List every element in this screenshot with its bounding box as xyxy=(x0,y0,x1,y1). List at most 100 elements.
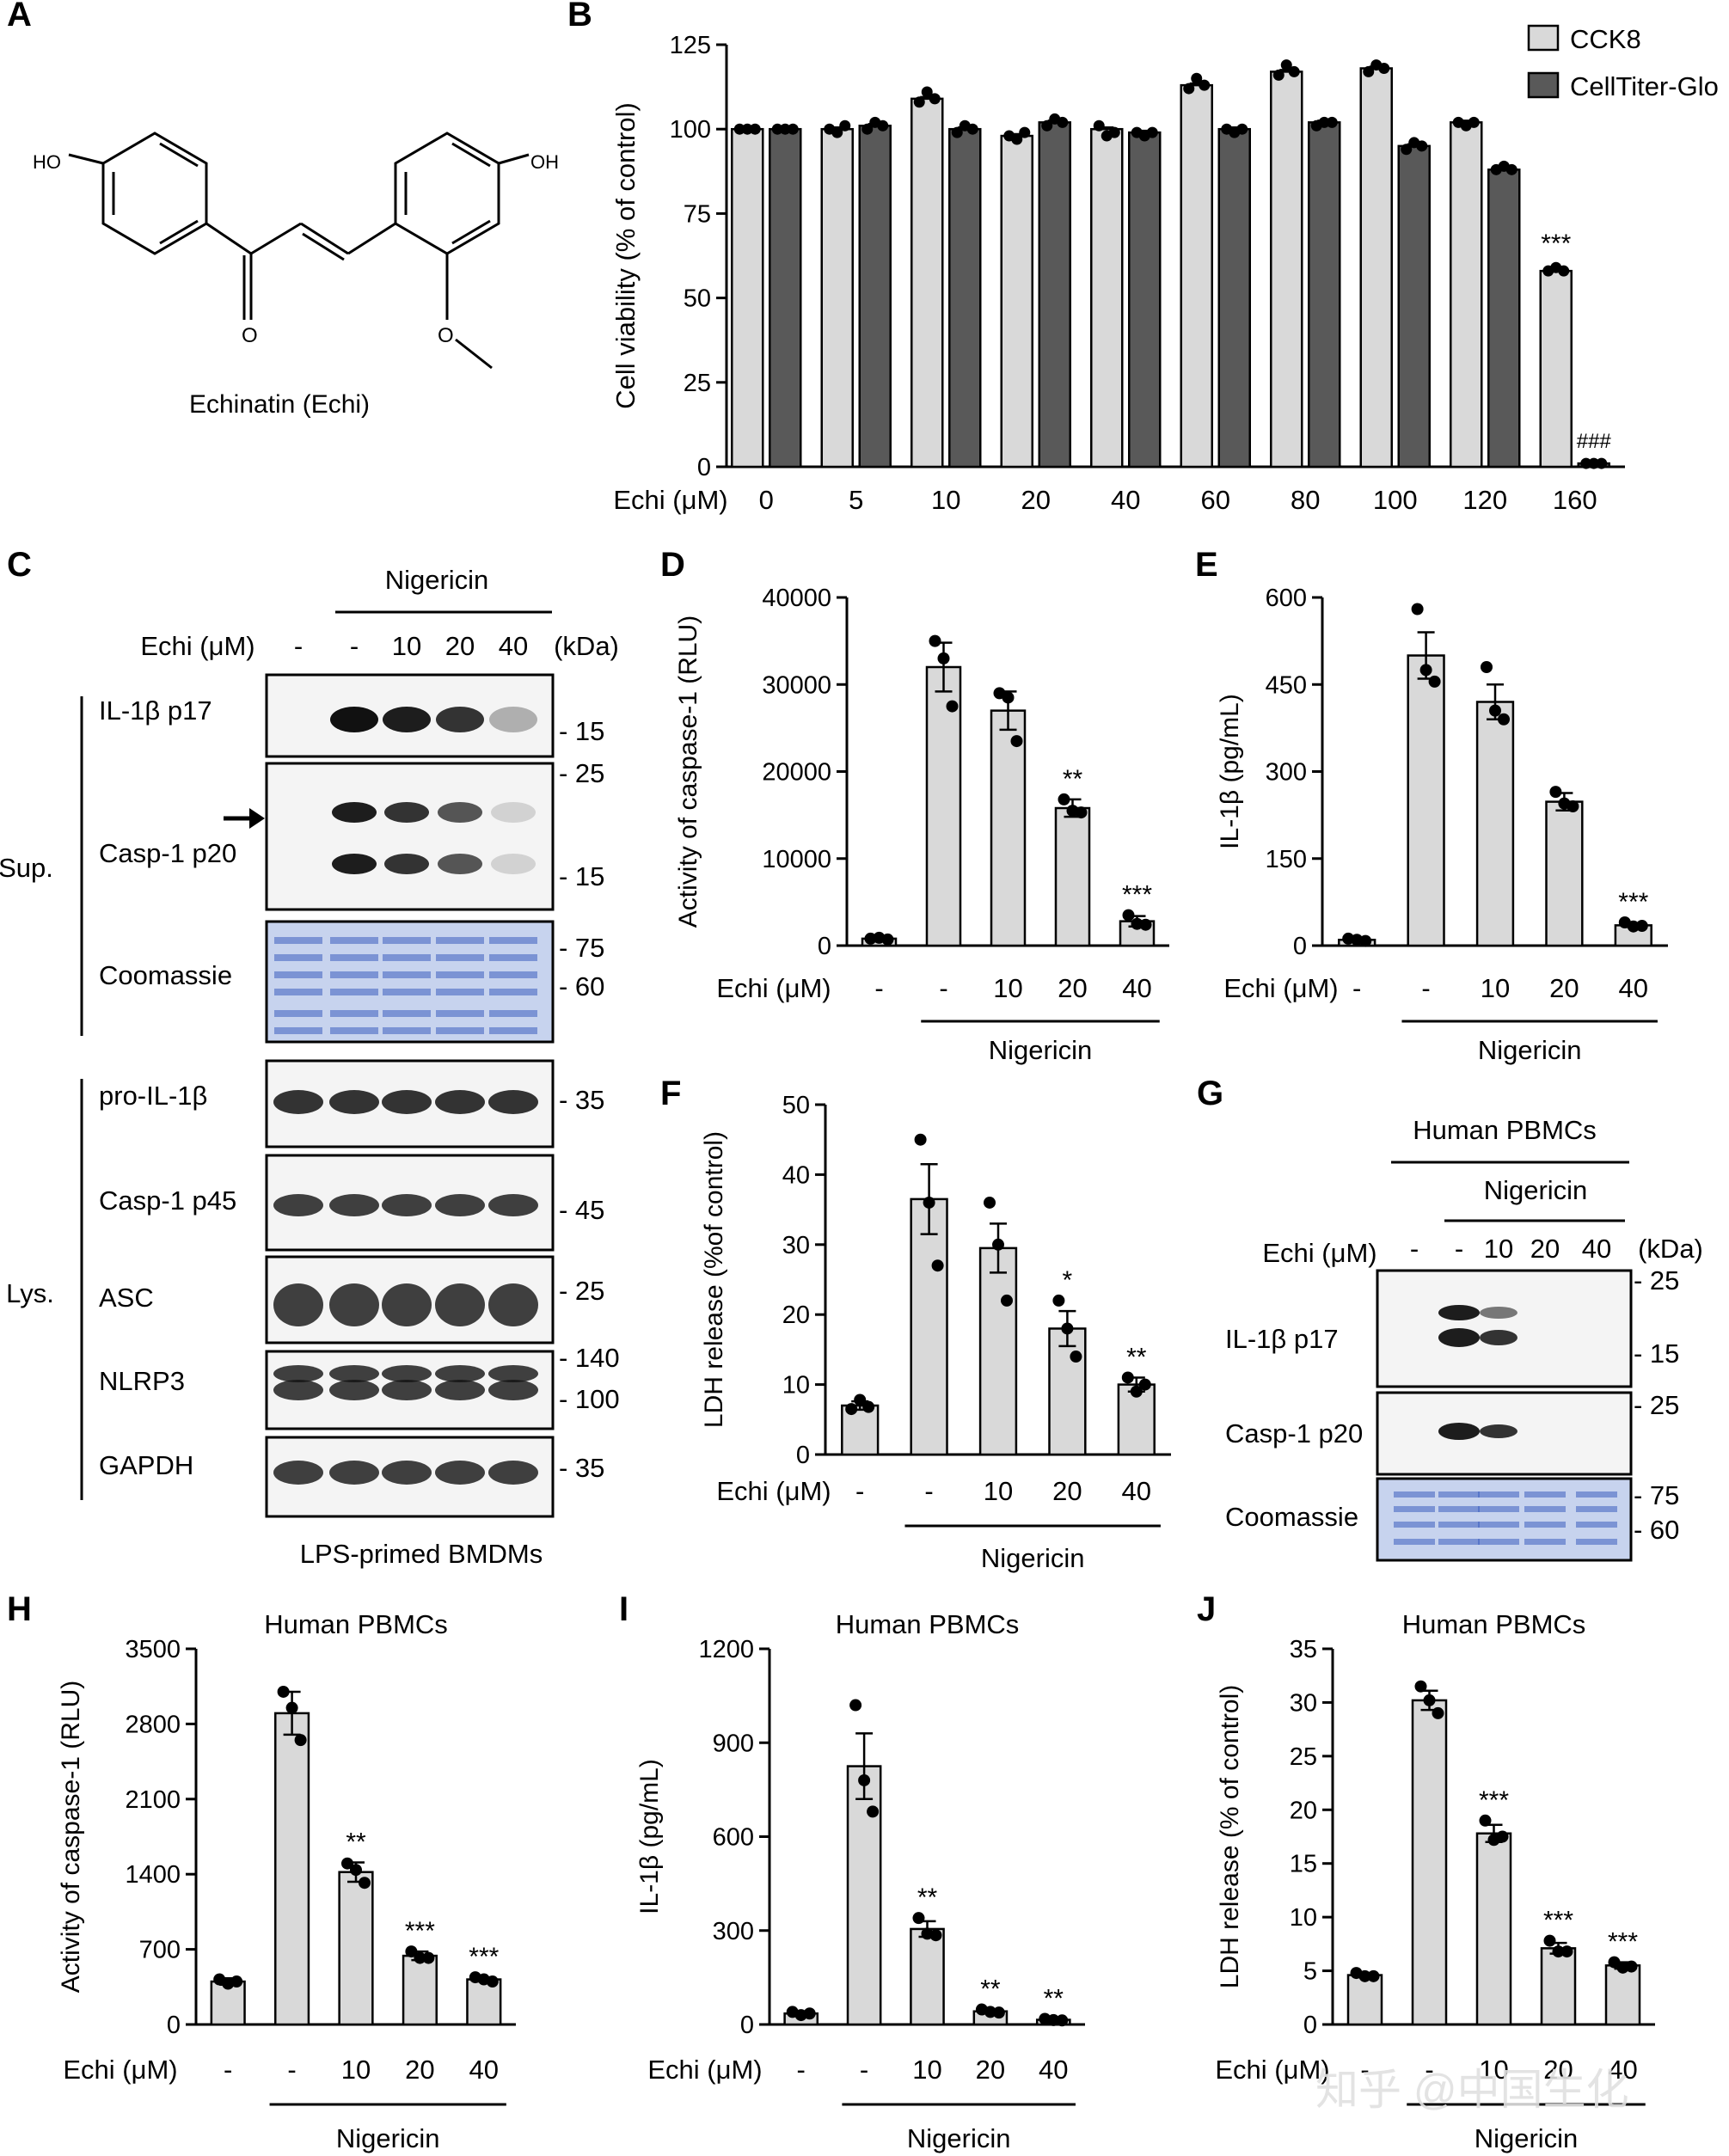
data-point xyxy=(984,2006,996,2018)
bar xyxy=(1539,269,1573,469)
y-axis-label: Activity of caspase-1 (RLU) xyxy=(674,616,702,928)
coomassie-stripe xyxy=(383,971,431,978)
significance-label: ** xyxy=(917,1883,938,1912)
x-tick-label: - xyxy=(924,1476,933,1506)
band xyxy=(273,1090,323,1114)
band xyxy=(491,854,536,874)
x-tick-label: 40 xyxy=(1122,1476,1151,1506)
band xyxy=(488,1461,538,1485)
band xyxy=(1438,1305,1480,1320)
data-point xyxy=(1272,69,1284,81)
band xyxy=(488,1283,538,1326)
panel-letter-c: C xyxy=(7,546,32,584)
marker-label: - 140 xyxy=(559,1343,620,1373)
ether-oxygen-atom: O xyxy=(438,324,454,347)
band xyxy=(332,854,377,874)
bar xyxy=(858,125,892,469)
nigericin-label: Nigericin xyxy=(1475,2123,1579,2153)
x-tick-label: 40 xyxy=(1111,485,1140,515)
data-point xyxy=(1326,116,1338,128)
data-point xyxy=(858,1773,871,1786)
lane-dose-label: - xyxy=(350,631,359,661)
data-point xyxy=(771,123,783,135)
band xyxy=(488,1365,538,1382)
band xyxy=(435,1365,485,1382)
band xyxy=(382,1380,432,1400)
bar xyxy=(1217,127,1251,469)
x-tick-label: 20 xyxy=(1052,1476,1082,1506)
data-point xyxy=(277,1685,290,1698)
echi-label: Echi (μM) xyxy=(1262,1238,1376,1268)
x-tick-label: 40 xyxy=(1122,973,1151,1003)
bar xyxy=(1450,121,1483,469)
coomassie-stripe xyxy=(1394,1506,1435,1512)
band xyxy=(382,1090,432,1114)
left-ring-double-bond xyxy=(159,142,199,168)
band xyxy=(435,1380,485,1400)
right-oh-bond xyxy=(498,153,530,165)
y-tick-label: 0 xyxy=(697,454,711,481)
coomassie-stripe xyxy=(383,954,431,961)
data-point xyxy=(861,123,874,135)
coomassie-stripe xyxy=(330,1010,378,1017)
blot-box xyxy=(265,762,555,911)
coomassie-stripe xyxy=(1394,1539,1435,1545)
data-point xyxy=(230,1975,243,1988)
chart-caspase1-activity: 0 10000 20000 30000 40000 Activity of caspase… xyxy=(674,585,1169,1065)
x-axis-label: Echi (μM) xyxy=(1223,973,1338,1003)
alkene-bond xyxy=(300,222,349,255)
bar xyxy=(910,1927,945,2026)
data-point xyxy=(1596,457,1608,469)
legend-swatch xyxy=(1527,71,1560,99)
arrow-icon xyxy=(249,808,265,829)
data-point xyxy=(1139,918,1152,931)
y-tick-label: 20000 xyxy=(762,759,831,787)
coomassie-stripe xyxy=(274,1010,322,1017)
y-tick-label: 600 xyxy=(1266,585,1307,612)
band xyxy=(435,1283,485,1326)
data-point xyxy=(1543,1934,1556,1947)
nigericin-label: Nigericin xyxy=(981,1543,1085,1573)
band xyxy=(489,707,537,732)
nigericin-label: Nigericin xyxy=(907,2123,1011,2153)
data-point xyxy=(1130,1385,1143,1398)
band xyxy=(488,1380,538,1400)
data-point xyxy=(966,123,978,135)
panel-letter-a: A xyxy=(7,0,32,34)
data-point xyxy=(1236,123,1248,135)
band xyxy=(435,1461,485,1485)
data-point xyxy=(839,119,851,132)
data-point xyxy=(1588,457,1600,469)
y-tick-label: 25 xyxy=(684,370,711,397)
y-tick-label: 40000 xyxy=(762,585,831,612)
data-point xyxy=(1108,126,1120,138)
marker-label: - 25 xyxy=(559,758,604,788)
y-tick-label: 30 xyxy=(782,1232,810,1259)
coomassie-stripe xyxy=(330,954,378,961)
legend-label: CCK8 xyxy=(1570,24,1641,54)
data-point xyxy=(1138,1378,1151,1391)
band xyxy=(382,1461,432,1485)
y-tick-label: 0 xyxy=(818,933,831,960)
x-tick-label: 40 xyxy=(469,2055,499,2085)
band xyxy=(438,802,482,823)
bar xyxy=(948,127,982,469)
data-point xyxy=(1580,457,1592,469)
coomassie-stripe xyxy=(436,971,484,978)
marker-label: - 25 xyxy=(559,1276,604,1306)
bar xyxy=(978,1246,1018,1456)
y-tick-label: 50 xyxy=(782,1092,810,1119)
alkene-double-bond xyxy=(302,232,345,261)
marker-label: - 25 xyxy=(1634,1265,1679,1295)
data-point xyxy=(862,1400,875,1413)
bar xyxy=(338,1871,374,2026)
coomassie-stripe xyxy=(1576,1491,1617,1498)
data-point xyxy=(1199,79,1211,91)
x-tick-label: 10 xyxy=(931,485,960,515)
coomassie-stripe xyxy=(436,954,484,961)
data-point xyxy=(1567,800,1579,812)
significance-label: *** xyxy=(405,1917,435,1945)
panel-letter-j: J xyxy=(1197,1590,1216,1628)
band xyxy=(332,802,377,823)
